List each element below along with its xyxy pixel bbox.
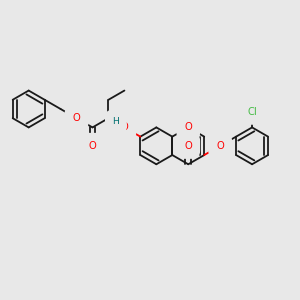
Text: O: O — [88, 141, 96, 151]
Text: O: O — [184, 141, 192, 151]
Text: H: H — [112, 117, 119, 126]
Text: Cl: Cl — [247, 107, 257, 117]
Text: O: O — [184, 122, 192, 132]
Text: O: O — [121, 122, 128, 132]
Text: O: O — [216, 141, 224, 151]
Text: O: O — [73, 113, 80, 123]
